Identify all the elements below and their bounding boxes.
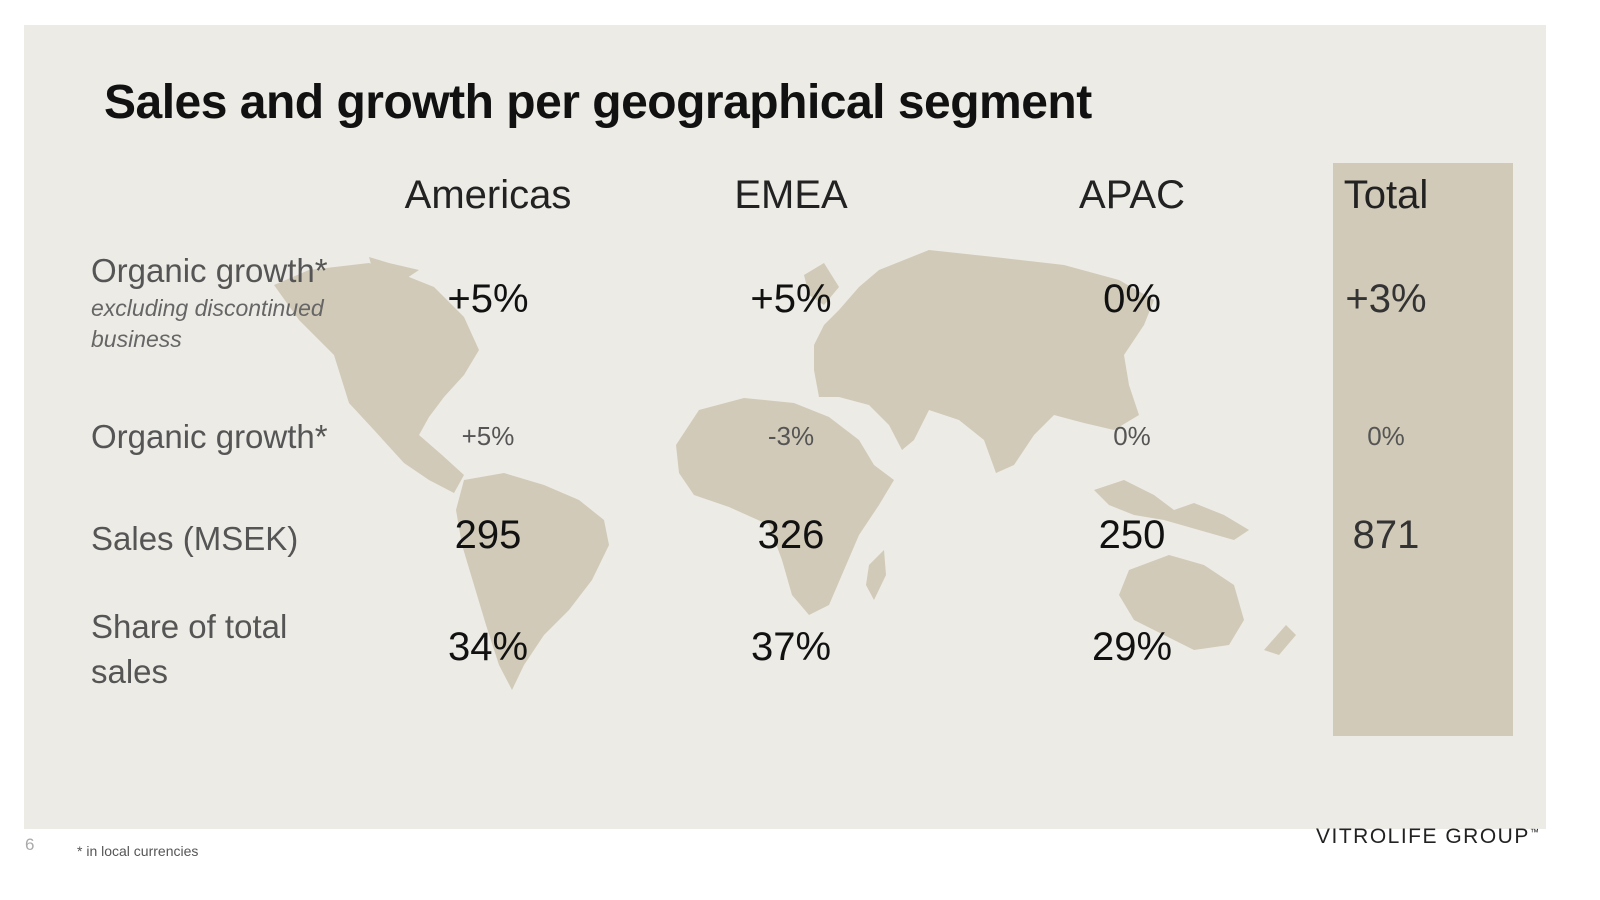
value-sales-americas: 295 [454, 513, 522, 557]
footnote: * in local currencies [77, 843, 199, 859]
value-sales-emea: 326 [757, 513, 825, 557]
column-header-americas: Americas [404, 173, 572, 217]
value-organic-total: 0% [1367, 421, 1405, 451]
company-logo: VITROLIFE GROUP™ [1316, 825, 1539, 849]
column-header-apac: APAC [1079, 173, 1185, 217]
value-share-emea: 37% [750, 625, 832, 669]
value-organic-emea: -3% [767, 421, 815, 451]
slide-panel: Sales and growth per geographical segmen… [24, 25, 1546, 829]
value-sales-apac: 250 [1098, 513, 1166, 557]
page-number: 6 [25, 835, 35, 854]
row-label-share: Share of total sales [91, 608, 288, 690]
slide-title: Sales and growth per geographical segmen… [104, 76, 1092, 129]
row-label-organic-growth: Organic growth* [91, 418, 328, 455]
value-share-americas: 34% [447, 625, 529, 669]
value-share-apac: 29% [1091, 625, 1173, 669]
value-sales-total: 871 [1352, 513, 1420, 557]
value-organic-excl-apac: 0% [1103, 277, 1161, 321]
value-organic-apac: 0% [1113, 421, 1151, 451]
total-column-highlight [1333, 163, 1513, 736]
row-sublabel-excl-discontinued: excluding discontinued business [91, 295, 324, 353]
value-organic-excl-americas: +5% [447, 277, 529, 321]
value-organic-excl-total: +3% [1345, 277, 1427, 321]
value-organic-americas: +5% [461, 421, 515, 451]
column-header-total: Total [1343, 173, 1429, 217]
value-organic-excl-emea: +5% [750, 277, 832, 321]
world-map-image [274, 250, 1296, 690]
row-label-sales: Sales (MSEK) [91, 520, 299, 557]
row-label-organic-growth-excl: Organic growth* [91, 252, 328, 289]
column-header-emea: EMEA [734, 173, 848, 217]
logo-text: VITROLIFE GROUP [1316, 825, 1530, 848]
trademark-mark: ™ [1529, 827, 1539, 837]
